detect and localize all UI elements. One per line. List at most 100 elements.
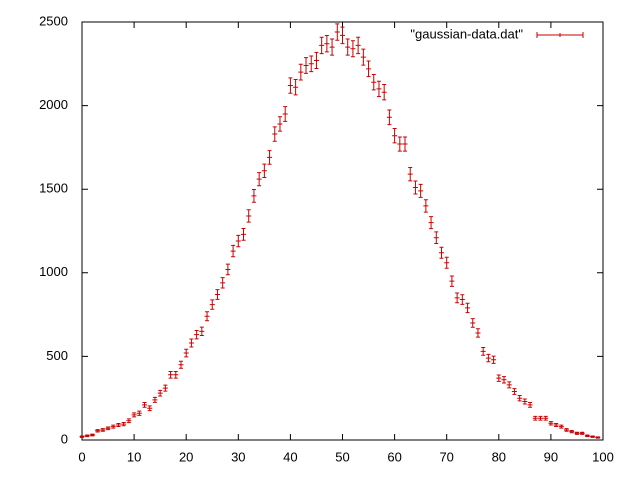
error-bar: [506, 381, 512, 389]
plot-border: [81, 21, 604, 441]
error-bar: [522, 398, 528, 405]
error-bar: [147, 405, 153, 412]
error-bar: [95, 429, 101, 433]
x-tick-label: 100: [592, 449, 614, 464]
error-bar: [470, 318, 476, 328]
error-bar: [324, 35, 330, 53]
error-bar: [392, 128, 398, 144]
error-bar: [412, 180, 418, 195]
x-tick-label: 50: [335, 449, 349, 464]
error-bar: [501, 376, 507, 384]
error-bar: [454, 292, 460, 304]
error-bar: [418, 183, 424, 198]
error-bar: [157, 389, 163, 397]
error-bar: [188, 338, 194, 348]
error-bar: [480, 347, 486, 356]
error-bar: [423, 199, 429, 213]
error-bar: [199, 326, 205, 336]
error-bar: [225, 263, 231, 276]
x-tick-label: 0: [78, 449, 85, 464]
error-bar: [246, 209, 252, 223]
x-tick-label: 30: [231, 449, 245, 464]
error-bar: [553, 422, 559, 427]
error-bar: [152, 396, 158, 403]
error-bar: [230, 244, 236, 258]
x-tick-label: 20: [179, 449, 193, 464]
error-bar: [105, 426, 111, 431]
error-bar: [574, 431, 580, 435]
legend-swatch: [536, 32, 584, 38]
error-bar: [256, 172, 262, 187]
y-tick-label: 1000: [39, 264, 68, 279]
error-bar: [209, 299, 215, 310]
error-bar: [84, 434, 90, 438]
error-bar: [110, 424, 116, 429]
error-bar: [537, 415, 543, 421]
error-bar: [511, 388, 517, 395]
error-bar: [558, 424, 564, 429]
error-bar: [371, 74, 377, 91]
error-bar: [168, 370, 174, 379]
error-bar: [543, 415, 549, 421]
error-bar: [381, 84, 387, 101]
error-bar: [329, 38, 335, 56]
error-bar: [194, 329, 200, 340]
error-bar: [485, 353, 491, 363]
error-bar: [241, 227, 247, 241]
error-bar: [313, 51, 319, 69]
error-bar: [402, 136, 408, 152]
error-bar: [162, 384, 168, 392]
error-bar: [319, 36, 325, 55]
error-bar: [350, 40, 356, 58]
error-bar: [79, 435, 85, 438]
error-bar: [287, 77, 293, 94]
y-tick-label: 500: [46, 348, 68, 363]
error-bar: [261, 163, 267, 178]
x-tick-label: 90: [544, 449, 558, 464]
error-bar: [584, 434, 590, 438]
error-bar: [548, 421, 554, 426]
error-bar: [386, 109, 392, 126]
error-bar: [532, 415, 538, 421]
error-bar: [433, 231, 439, 245]
error-bar: [282, 106, 288, 122]
error-bar: [251, 189, 257, 203]
error-bar: [89, 433, 95, 437]
error-bar: [204, 311, 210, 322]
error-bar: [360, 48, 366, 66]
error-bar: [277, 116, 283, 132]
x-tick-label: 10: [127, 449, 141, 464]
error-bar: [579, 431, 585, 435]
error-bar: [303, 57, 309, 74]
error-bar: [131, 412, 137, 418]
error-bar: [517, 395, 523, 402]
error-bar: [428, 216, 434, 230]
error-bar: [444, 256, 450, 269]
error-bar: [491, 355, 497, 364]
error-bar: [527, 402, 533, 408]
error-bar: [449, 275, 455, 287]
error-bar: [376, 80, 382, 98]
error-bar: [178, 360, 184, 369]
x-tick-label: 70: [439, 449, 453, 464]
error-bar: [590, 435, 596, 438]
error-bar: [459, 294, 465, 305]
error-bar: [235, 234, 241, 248]
error-bar: [308, 55, 314, 73]
error-bar: [475, 328, 481, 338]
error-bar: [272, 126, 278, 142]
error-bar: [298, 63, 304, 81]
x-tick-label: 80: [492, 449, 506, 464]
y-tick-label: 2000: [39, 97, 68, 112]
error-bar: [100, 428, 106, 432]
error-bar: [115, 422, 121, 427]
error-bar: [214, 289, 220, 300]
error-bar: [438, 246, 444, 259]
error-bar: [126, 418, 132, 424]
error-bar: [345, 38, 351, 56]
error-bar: [355, 36, 361, 55]
error-bar: [293, 79, 299, 96]
error-bar: [397, 136, 403, 152]
y-tick-label: 1500: [39, 181, 68, 196]
